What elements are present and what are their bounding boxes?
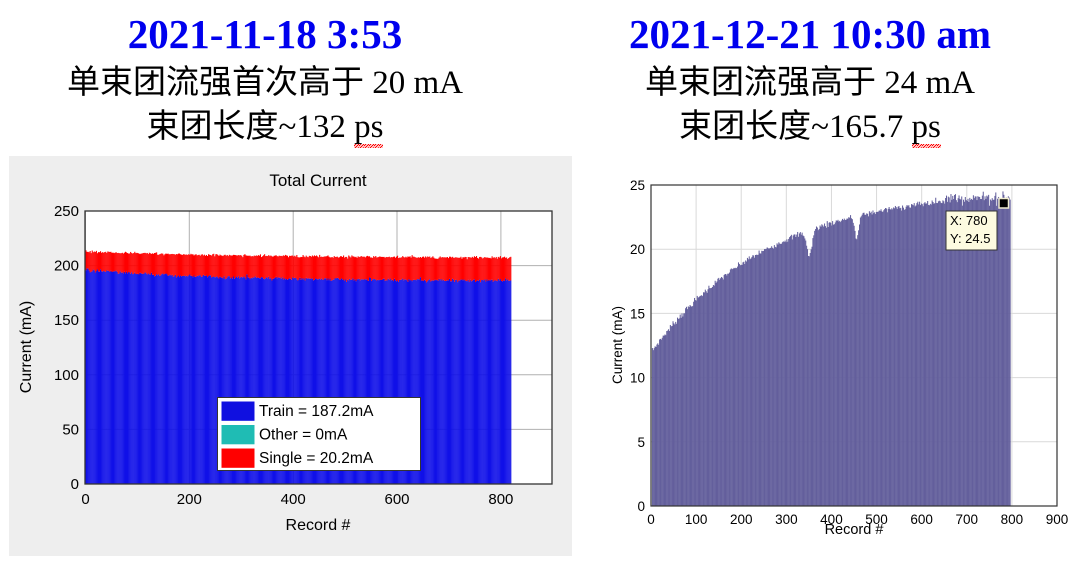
- svg-text:Train = 187.2mA: Train = 187.2mA: [259, 403, 374, 420]
- svg-text:Current (mA): Current (mA): [18, 301, 35, 393]
- svg-text:50: 50: [62, 421, 79, 438]
- svg-text:150: 150: [54, 312, 79, 329]
- svg-text:700: 700: [956, 512, 979, 527]
- svg-text:5: 5: [637, 435, 645, 450]
- svg-text:20: 20: [630, 242, 645, 257]
- svg-text:600: 600: [384, 491, 409, 508]
- svg-text:Other = 0mA: Other = 0mA: [259, 427, 348, 444]
- svg-text:Y: 24.5: Y: 24.5: [950, 231, 990, 246]
- svg-text:10: 10: [630, 371, 645, 386]
- svg-text:Record #: Record #: [825, 522, 884, 538]
- svg-text:400: 400: [281, 491, 306, 508]
- svg-text:100: 100: [54, 367, 79, 384]
- svg-text:100: 100: [685, 512, 708, 527]
- svg-text:Single = 20.2mA: Single = 20.2mA: [259, 450, 374, 467]
- svg-text:Record #: Record #: [286, 517, 351, 534]
- svg-text:300: 300: [775, 512, 798, 527]
- svg-text:0: 0: [71, 476, 79, 493]
- svg-text:200: 200: [730, 512, 753, 527]
- svg-text:15: 15: [630, 306, 645, 321]
- svg-text:0: 0: [647, 512, 655, 527]
- svg-text:800: 800: [1001, 512, 1024, 527]
- svg-text:25: 25: [630, 178, 645, 193]
- svg-text:200: 200: [177, 491, 202, 508]
- svg-text:0: 0: [81, 491, 89, 508]
- svg-text:200: 200: [54, 258, 79, 275]
- svg-text:600: 600: [910, 512, 933, 527]
- svg-text:Total Current: Total Current: [269, 171, 367, 190]
- svg-text:Current (mA): Current (mA): [610, 306, 625, 384]
- svg-text:0: 0: [637, 499, 645, 514]
- svg-text:800: 800: [488, 491, 513, 508]
- svg-text:900: 900: [1046, 512, 1069, 527]
- svg-text:250: 250: [54, 203, 79, 220]
- svg-text:X: 780: X: 780: [950, 213, 988, 228]
